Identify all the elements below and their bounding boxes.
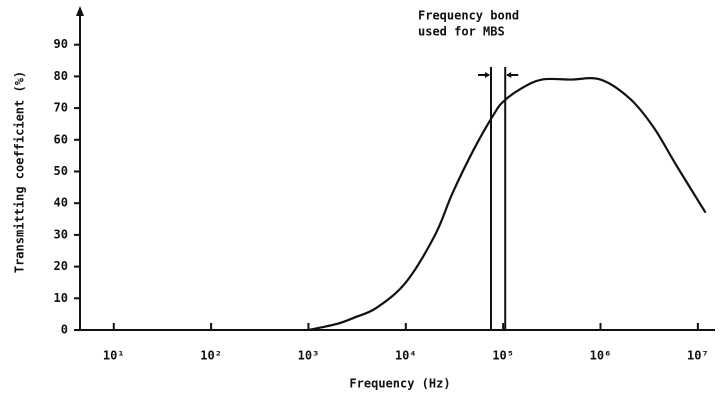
- y-axis-arrow: [76, 6, 84, 16]
- x-axis-label: Frequency (Hz): [349, 377, 450, 391]
- band-arrowhead: [484, 72, 490, 78]
- y-tick-label: 20: [54, 259, 68, 273]
- y-tick-label: 60: [54, 132, 68, 146]
- x-tick-label: 10⁴: [395, 349, 417, 363]
- annotation-line: used for MBS: [418, 25, 505, 39]
- y-tick-label: 40: [54, 196, 68, 210]
- y-tick-label: 80: [54, 69, 68, 83]
- x-tick-label: 10²: [200, 349, 222, 363]
- x-tick-label: 10⁵: [492, 349, 514, 363]
- curve: [308, 77, 707, 332]
- y-tick-label: 30: [54, 227, 68, 241]
- y-tick-label: 0: [61, 323, 68, 337]
- annotation-line: Frequency bond: [418, 9, 519, 23]
- x-tick-label: 10⁶: [590, 349, 612, 363]
- x-tick-label: 10³: [298, 349, 320, 363]
- y-tick-label: 10: [54, 291, 68, 305]
- y-tick-label: 50: [54, 164, 68, 178]
- y-tick-label: 90: [54, 37, 68, 51]
- band-arrowhead: [506, 72, 512, 78]
- y-axis-label: Transmitting coefficient (%): [13, 71, 27, 273]
- y-tick-label: 70: [54, 101, 68, 115]
- x-tick-label: 10¹: [103, 349, 125, 363]
- x-tick-label: 10⁷: [687, 349, 709, 363]
